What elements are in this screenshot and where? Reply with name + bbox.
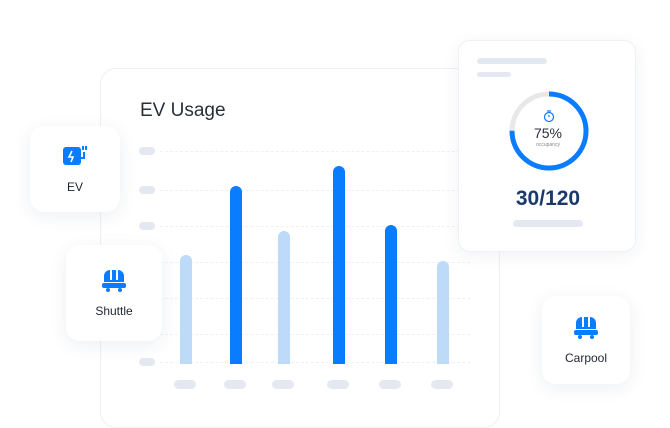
bar (385, 225, 397, 364)
x-tick-placeholder (272, 380, 294, 389)
gridline (160, 334, 470, 335)
gridline (160, 362, 470, 363)
bar (333, 166, 345, 364)
gridline (160, 262, 470, 263)
bar (180, 255, 192, 364)
y-tick-placeholder (139, 222, 155, 230)
ev-card[interactable]: EV (30, 126, 120, 212)
gridline (160, 298, 470, 299)
carpool-card[interactable]: Carpool (542, 296, 630, 384)
x-tick-placeholder (379, 380, 401, 389)
occupancy-caption: occupancy (536, 142, 560, 148)
y-tick-placeholder (139, 186, 155, 194)
ev-charger-icon (63, 146, 87, 165)
bar (278, 231, 290, 364)
y-tick-placeholder (139, 358, 155, 366)
placeholder-line (477, 72, 511, 77)
placeholder-line (513, 220, 583, 227)
placeholder-line (477, 58, 547, 64)
gridline (160, 190, 470, 191)
x-tick-placeholder (224, 380, 246, 389)
occupancy-ring (509, 91, 589, 171)
chart-panel (100, 68, 500, 428)
stopwatch-icon (543, 110, 555, 123)
bar (230, 185, 242, 364)
gridline (160, 151, 470, 152)
x-tick-placeholder (174, 380, 196, 389)
shuttle-icon (574, 317, 598, 339)
shuttle-card[interactable]: Shuttle (66, 245, 162, 341)
occupancy-count: 30/120 (515, 187, 581, 210)
bar (437, 261, 449, 364)
carpool-label: Carpool (564, 351, 608, 365)
occupancy-percent: 75% (533, 125, 563, 141)
occupancy-card: 75% occupancy 30/120 (458, 40, 636, 252)
x-tick-placeholder (327, 380, 349, 389)
x-tick-placeholder (431, 380, 453, 389)
y-tick-placeholder (139, 147, 155, 155)
gridline (160, 226, 470, 227)
chart-title: EV Usage (140, 100, 226, 121)
occupancy-progress (509, 91, 589, 171)
shuttle-icon (102, 270, 126, 292)
shuttle-label: Shuttle (95, 304, 133, 318)
ev-label: EV (66, 180, 83, 194)
